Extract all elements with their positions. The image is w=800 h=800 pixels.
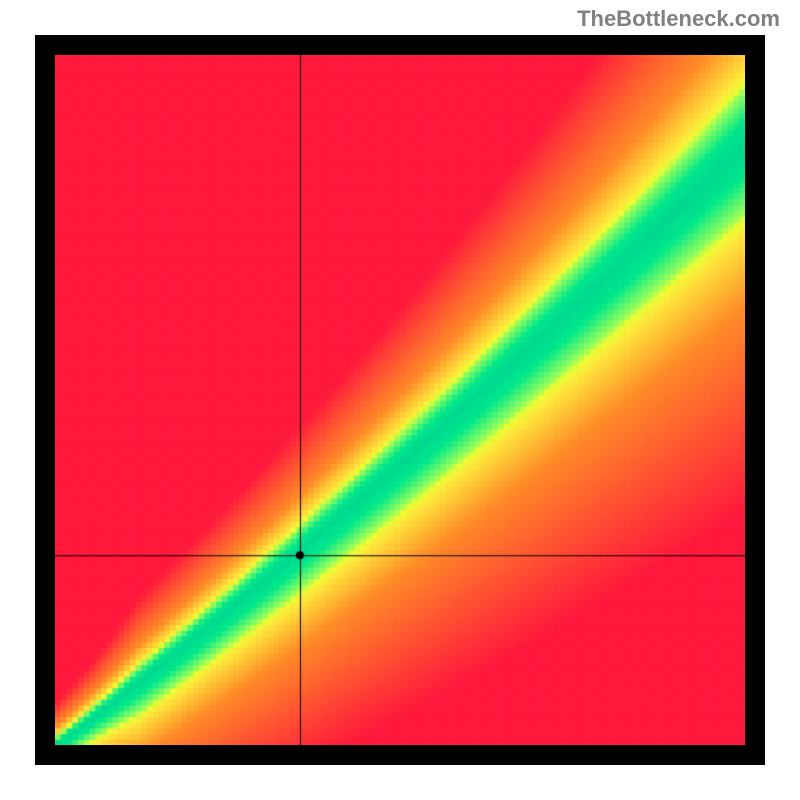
chart-container: TheBottleneck.com	[0, 0, 800, 800]
bottleneck-heatmap	[55, 55, 745, 745]
watermark-text: TheBottleneck.com	[577, 6, 780, 32]
chart-frame	[35, 35, 765, 765]
